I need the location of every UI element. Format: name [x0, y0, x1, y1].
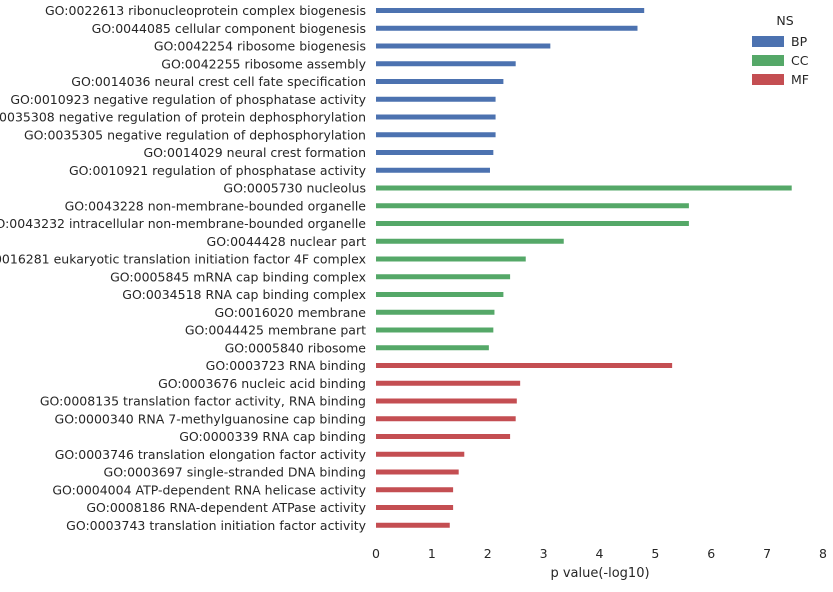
category-label: GO:0005840 ribosome — [225, 340, 367, 355]
legend-label-mf: MF — [791, 72, 809, 87]
bar-mf — [376, 363, 673, 368]
category-label: GO:0004004 ATP-dependent RNA helicase ac… — [52, 482, 366, 497]
legend-title: NS — [776, 13, 793, 28]
category-label: GO:0014029 neural crest formation — [143, 145, 366, 160]
category-label: GO:0042255 ribosome assembly — [161, 56, 366, 71]
x-tick-label: 7 — [763, 546, 771, 561]
x-tick-label: 2 — [484, 546, 492, 561]
x-axis-title: p value(-log10) — [550, 566, 649, 581]
category-label: GO:0003746 translation elongation factor… — [55, 447, 367, 462]
category-label: GO:0044085 cellular component biogenesis — [92, 21, 366, 36]
bar-cc — [376, 327, 494, 333]
bar-bp — [376, 150, 494, 155]
x-tick-label: 0 — [372, 546, 380, 561]
category-label: GO:0003723 RNA binding — [206, 358, 366, 373]
bar-bp — [376, 167, 490, 173]
bar-cc — [376, 238, 564, 244]
bar-cc — [376, 221, 689, 226]
category-label: GO:0044428 nuclear part — [207, 234, 367, 249]
category-label: GO:0035305 negative regulation of dephos… — [24, 127, 366, 142]
bar-cc — [376, 185, 792, 191]
bar-mf — [376, 487, 454, 493]
bar-mf — [376, 380, 521, 386]
category-label: GO:0042254 ribosome biogenesis — [154, 39, 366, 54]
category-label: GO:0014036 neural crest cell fate specif… — [71, 74, 366, 89]
category-label: GO:0016020 membrane — [214, 305, 366, 320]
bar-mf — [376, 505, 454, 510]
category-label: GO:0003697 single-stranded DNA binding — [104, 465, 366, 480]
category-label: GO:0016281 eukaryotic translation initia… — [0, 252, 366, 267]
legend-swatch-bp — [752, 36, 784, 47]
category-label: GO:0034518 RNA cap binding complex — [122, 287, 366, 302]
x-tick-label: 8 — [819, 546, 827, 561]
x-tick-label: 4 — [596, 546, 604, 561]
category-label: GO:0000340 RNA 7-methylguanosine cap bin… — [55, 411, 366, 426]
bar-mf — [376, 522, 450, 528]
bar-mf — [376, 434, 511, 439]
bar-bp — [376, 114, 496, 120]
category-label: GO:0043232 intracellular non-membrane-bo… — [0, 216, 366, 231]
category-label: GO:0005845 mRNA cap binding complex — [110, 269, 366, 284]
category-label: GO:0010921 regulation of phosphatase act… — [69, 163, 367, 178]
category-label: GO:0035308 negative regulation of protei… — [0, 110, 366, 125]
bars-layer — [376, 8, 792, 528]
bar-cc — [376, 309, 495, 315]
x-tick-label: 1 — [428, 546, 436, 561]
x-tick-label: 3 — [540, 546, 548, 561]
legend-swatch-mf — [752, 74, 784, 85]
category-label: GO:0043228 non-membrane-bounded organell… — [65, 198, 367, 213]
category-label: GO:0003743 translation initiation factor… — [66, 518, 366, 533]
bar-cc — [376, 274, 511, 280]
bar-mf — [376, 398, 517, 404]
category-label: GO:0003676 nucleic acid binding — [158, 376, 366, 391]
category-label: GO:0022613 ribonucleoprotein complex bio… — [45, 3, 366, 18]
legend: NS BP CC MF — [752, 13, 809, 87]
x-axis-ticks: 0 1 2 3 4 5 6 7 8 — [372, 546, 827, 561]
bar-bp — [376, 96, 496, 102]
bar-bp — [376, 43, 551, 49]
bar-bp — [376, 61, 516, 67]
bar-mf — [376, 451, 465, 457]
bar-cc — [376, 292, 504, 297]
category-label: GO:0044425 membrane part — [185, 323, 366, 338]
x-tick-label: 5 — [651, 546, 659, 561]
bar-mf — [376, 469, 459, 475]
bar-bp — [376, 8, 645, 13]
category-label: GO:0000339 RNA cap binding — [179, 429, 366, 444]
legend-entries: BP CC MF — [752, 34, 809, 87]
category-label: GO:0005730 nucleolus — [223, 181, 366, 196]
category-labels: GO:0022613 ribonucleoprotein complex bio… — [0, 3, 367, 533]
category-label: GO:0008186 RNA-dependent ATPase activity — [86, 500, 366, 515]
legend-label-bp: BP — [791, 34, 808, 49]
bar-bp — [376, 132, 496, 138]
bar-mf — [376, 416, 516, 422]
bar-cc — [376, 256, 526, 262]
legend-label-cc: CC — [791, 53, 809, 68]
category-label: GO:0010923 negative regulation of phosph… — [10, 92, 366, 107]
bar-bp — [376, 25, 638, 31]
x-tick-label: 6 — [707, 546, 715, 561]
category-label: GO:0008135 translation factor activity, … — [40, 394, 366, 409]
legend-swatch-cc — [752, 55, 784, 66]
bar-bp — [376, 79, 504, 84]
bar-cc — [376, 203, 689, 209]
bar-cc — [376, 345, 489, 351]
